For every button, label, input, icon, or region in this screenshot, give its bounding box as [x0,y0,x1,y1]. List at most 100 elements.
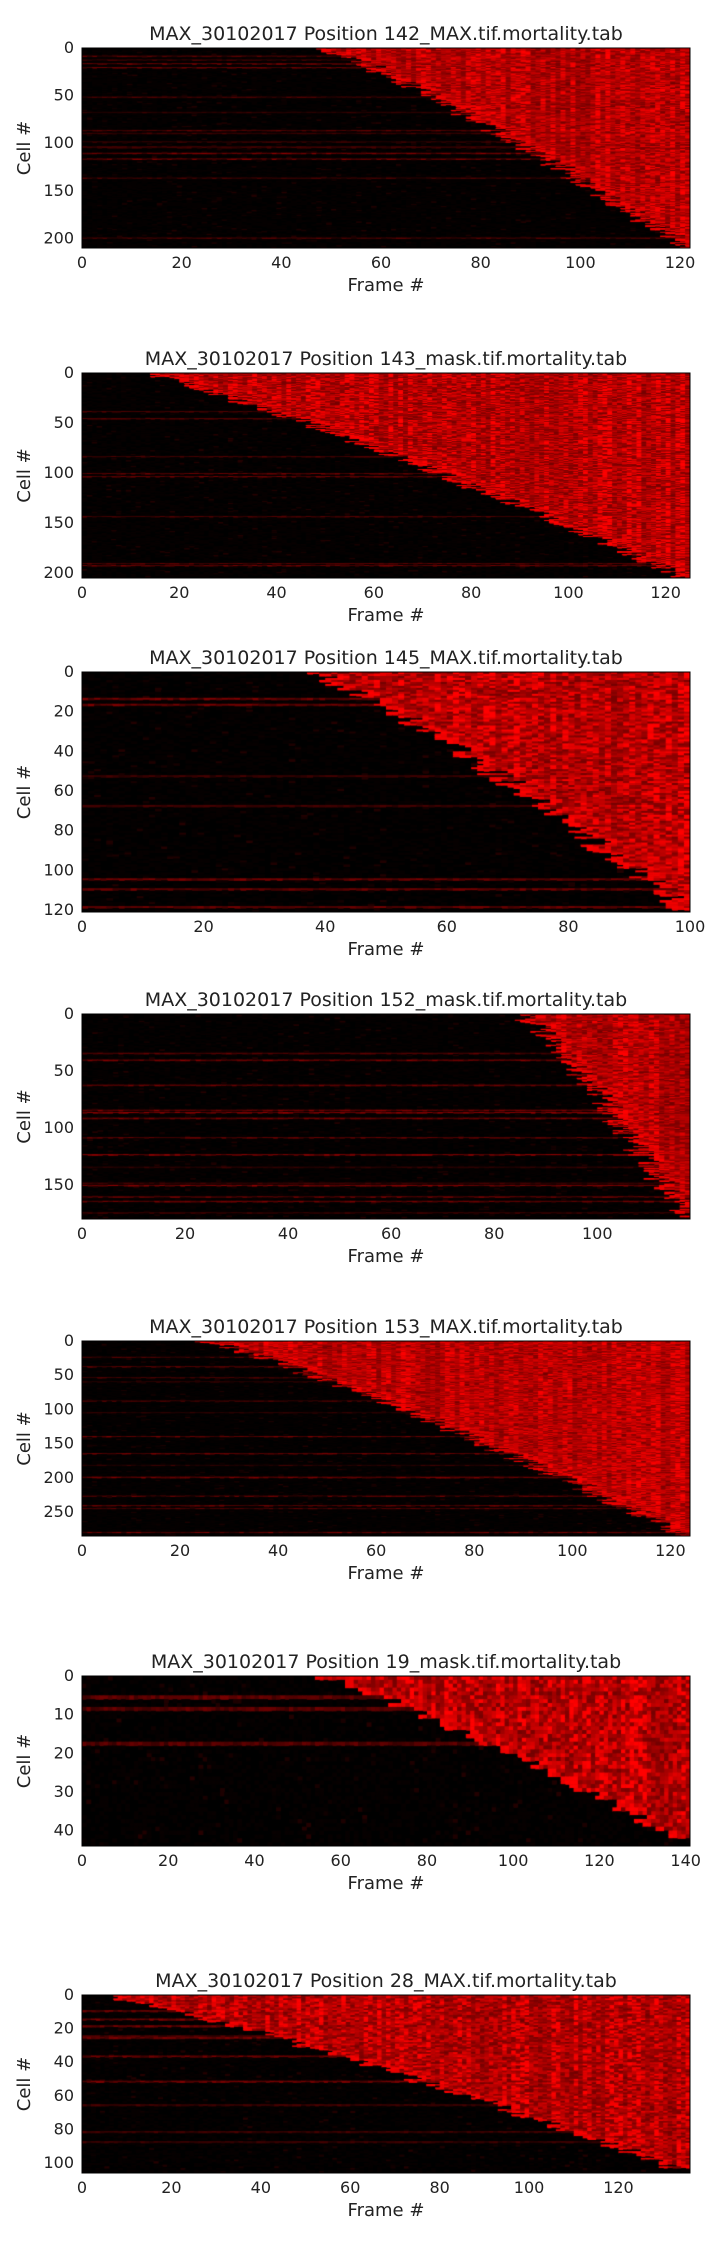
y-tick-label: 120 [43,900,74,919]
heatmap-panel-1: MAX_30102017 Position 142_MAX.tif.mortal… [14,23,695,296]
x-tick-label: 120 [650,583,681,602]
y-tick-label: 80 [54,821,74,840]
heatmap-cells [82,1676,690,1846]
plot-frame [81,671,691,913]
y-axis-label: Cell # [14,1089,35,1143]
y-tick-label: 250 [43,1502,74,1521]
x-tick-label: 120 [603,2178,634,2197]
y-tick-label: 100 [43,1399,74,1418]
chart-title: MAX_30102017 Position 142_MAX.tif.mortal… [149,23,623,45]
y-tick-label: 20 [54,1743,74,1762]
x-tick-label: 0 [77,1541,87,1560]
y-tick-label: 40 [54,2052,74,2071]
y-tick-label: 50 [54,86,74,105]
x-tick-label: 20 [161,2178,181,2197]
x-tick-label: 40 [315,917,335,936]
x-tick-label: 80 [417,1851,437,1870]
y-axis-label: Cell # [14,1411,35,1465]
plot-frame [81,1675,691,1847]
plot-frame [81,372,691,579]
chart-title: MAX_30102017 Position 143_mask.tif.morta… [145,348,627,370]
heatmap-cells [82,48,690,248]
x-tick-label: 60 [331,1851,351,1870]
y-tick-label: 0 [64,38,74,57]
y-tick-label: 200 [43,1468,74,1487]
y-tick-label: 100 [43,2153,74,2172]
x-axis-label: Frame # [348,1246,425,1267]
plot-frame [81,1013,691,1220]
y-tick-label: 10 [54,1705,74,1724]
y-tick-label: 150 [43,1434,74,1453]
heatmap-panel-7: MAX_30102017 Position 28_MAX.tif.mortali… [14,1970,691,2221]
x-tick-label: 60 [340,2178,360,2197]
y-axis-label: Cell # [14,448,35,502]
x-tick-label: 80 [464,1541,484,1560]
x-tick-label: 20 [170,1541,190,1560]
x-tick-label: 100 [675,917,706,936]
x-axis-label: Frame # [348,939,425,960]
x-tick-label: 60 [364,583,384,602]
heatmap-cells [82,373,690,578]
x-tick-label: 120 [655,1541,686,1560]
x-tick-label: 0 [77,1851,87,1870]
x-tick-label: 80 [461,583,481,602]
heatmap-cells [82,1341,690,1536]
heatmap-cells [82,1014,690,1219]
y-tick-label: 40 [54,1821,74,1840]
plot-frame [81,1340,691,1537]
x-tick-label: 40 [268,1541,288,1560]
x-tick-label: 60 [366,1541,386,1560]
y-tick-label: 60 [54,2086,74,2105]
x-tick-label: 100 [498,1851,529,1870]
chart-title: MAX_30102017 Position 19_mask.tif.mortal… [151,1651,621,1673]
y-tick-label: 100 [43,1118,74,1137]
x-tick-label: 20 [158,1851,178,1870]
x-tick-label: 40 [271,253,291,272]
y-tick-label: 50 [54,1061,74,1080]
heatmap-panel-5: MAX_30102017 Position 153_MAX.tif.mortal… [14,1316,691,1584]
x-tick-label: 80 [484,1224,504,1243]
x-axis-label: Frame # [348,2200,425,2221]
y-axis-label: Cell # [14,765,35,819]
plot-frame [81,1994,691,2174]
y-tick-label: 150 [43,1175,74,1194]
chart-title: MAX_30102017 Position 152_mask.tif.morta… [145,989,627,1011]
x-tick-label: 120 [665,253,696,272]
y-tick-label: 0 [64,1666,74,1685]
y-tick-label: 60 [54,781,74,800]
x-tick-label: 80 [558,917,578,936]
heatmap-cells [82,672,690,912]
y-axis-label: Cell # [14,2057,35,2111]
x-axis-label: Frame # [348,1873,425,1894]
x-tick-label: 20 [193,917,213,936]
heatmap-panel-3: MAX_30102017 Position 145_MAX.tif.mortal… [14,647,705,960]
x-tick-label: 100 [514,2178,545,2197]
y-tick-label: 20 [54,702,74,721]
y-tick-label: 0 [64,662,74,681]
x-tick-label: 40 [278,1224,298,1243]
x-tick-label: 100 [557,1541,588,1560]
x-tick-label: 0 [77,253,87,272]
plot-frame [81,47,691,249]
heatmap-panel-4: MAX_30102017 Position 152_mask.tif.morta… [14,989,691,1267]
x-tick-label: 60 [437,917,457,936]
y-tick-label: 150 [43,513,74,532]
x-tick-label: 80 [429,2178,449,2197]
x-tick-label: 60 [381,1224,401,1243]
y-tick-label: 80 [54,2119,74,2138]
x-axis-label: Frame # [348,1563,425,1584]
x-tick-label: 0 [77,917,87,936]
x-tick-label: 60 [371,253,391,272]
y-tick-label: 150 [43,181,74,200]
x-tick-label: 100 [553,583,584,602]
x-tick-label: 20 [175,1224,195,1243]
heatmap-panel-2: MAX_30102017 Position 143_mask.tif.morta… [14,348,691,626]
y-tick-label: 50 [54,413,74,432]
y-tick-label: 100 [43,860,74,879]
y-tick-label: 100 [43,463,74,482]
y-tick-label: 0 [64,363,74,382]
x-tick-label: 20 [171,253,191,272]
x-tick-label: 40 [244,1851,264,1870]
chart-title: MAX_30102017 Position 28_MAX.tif.mortali… [155,1970,617,1992]
